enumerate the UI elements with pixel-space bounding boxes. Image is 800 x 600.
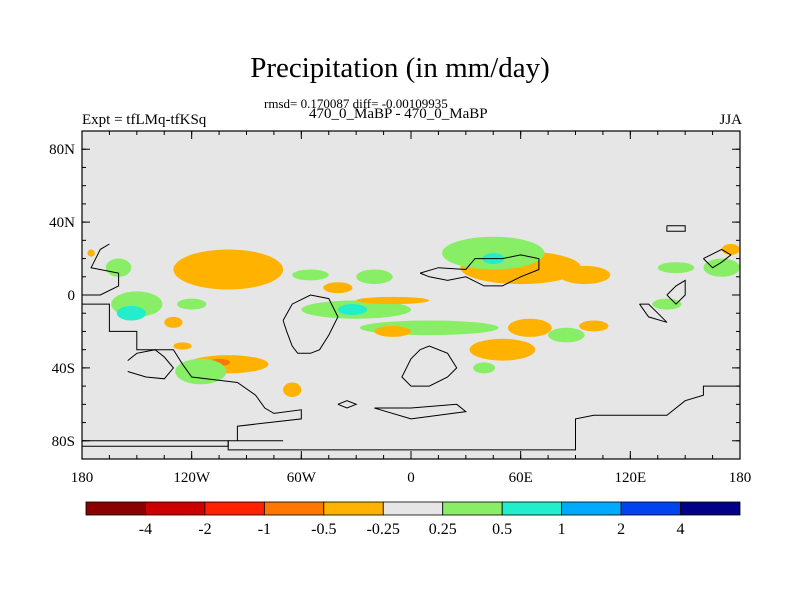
anomaly-region bbox=[164, 316, 183, 328]
colorbar-label: -4 bbox=[139, 521, 152, 538]
colorbar-swatch bbox=[442, 501, 503, 516]
chart-title: Precipitation (in mm/day) bbox=[250, 52, 550, 84]
anomaly-region bbox=[473, 362, 496, 374]
coastline bbox=[374, 403, 468, 420]
anomaly-region bbox=[323, 282, 353, 294]
anomaly-region bbox=[337, 304, 368, 316]
anomaly-region bbox=[356, 296, 430, 305]
colorbar-swatch bbox=[561, 501, 622, 516]
coastline bbox=[127, 349, 175, 380]
anomaly-region bbox=[579, 320, 609, 332]
anomaly-region bbox=[657, 262, 695, 274]
coastline bbox=[401, 345, 458, 387]
experiment-label: Expt = tfLMq-tfKSq bbox=[82, 112, 207, 128]
subtitle: 470_0_MaBP - 470_0_MaBP bbox=[309, 106, 488, 122]
coastline bbox=[639, 303, 668, 323]
y-tick-label: 80N bbox=[49, 142, 75, 158]
y-tick-label: 0 bbox=[68, 288, 76, 304]
anomaly-region bbox=[87, 249, 95, 257]
coastline-layer bbox=[82, 225, 740, 451]
coastline bbox=[82, 385, 740, 451]
y-tick-label: 40S bbox=[52, 361, 75, 377]
y-tick-label: 40N bbox=[49, 215, 75, 231]
colorbar-label: -0.25 bbox=[367, 521, 400, 538]
colorbar-label: -0.5 bbox=[311, 521, 336, 538]
colorbar-swatch bbox=[382, 501, 444, 516]
colorbar-label: -1 bbox=[258, 521, 271, 538]
colorbar-label: 2 bbox=[617, 521, 625, 538]
anomaly-region bbox=[374, 325, 411, 337]
x-tick-label: 180 bbox=[729, 470, 752, 486]
colorbar-swatch bbox=[620, 501, 681, 516]
x-tick-label: 60E bbox=[509, 470, 533, 486]
x-tick-label: 180 bbox=[71, 470, 94, 486]
colorbar-swatch bbox=[680, 501, 741, 516]
colorbar-label: -2 bbox=[198, 521, 211, 538]
coastline bbox=[666, 225, 686, 232]
anomaly-region bbox=[703, 258, 740, 277]
anomaly-region bbox=[652, 298, 682, 310]
anomaly-region bbox=[173, 249, 284, 290]
coastline bbox=[337, 400, 358, 409]
season-label: JJA bbox=[719, 112, 742, 128]
colorbar-swatch bbox=[85, 501, 146, 516]
coastline bbox=[282, 294, 339, 354]
stats-line: rmsd= 0.170087 diff= -0.00109935 bbox=[264, 96, 448, 111]
anomaly-region bbox=[356, 269, 393, 285]
y-tick-label: 80S bbox=[52, 434, 75, 450]
anomaly-region bbox=[292, 269, 329, 281]
colorbar-label: 0.5 bbox=[492, 521, 512, 538]
anomaly-region bbox=[559, 265, 611, 285]
coastline bbox=[666, 279, 686, 305]
x-tick-label: 60W bbox=[287, 470, 317, 486]
coastline bbox=[82, 303, 302, 447]
x-tick-label: 120E bbox=[614, 470, 646, 486]
anomaly-region bbox=[116, 305, 146, 321]
precip-anomaly-layer bbox=[87, 236, 740, 398]
colorbar-swatch bbox=[263, 501, 325, 516]
coastline bbox=[703, 248, 732, 269]
colorbar-swatch bbox=[145, 501, 206, 516]
anomaly-region bbox=[173, 342, 192, 350]
colorbar-swatch bbox=[204, 501, 265, 516]
axes: 180 120W 60W 0 60E 120E 180 80N 40N 0 40S 80S bbox=[49, 131, 751, 486]
anomaly-region bbox=[548, 327, 585, 343]
colorbar-swatch bbox=[323, 501, 384, 516]
anomaly-region bbox=[469, 338, 536, 361]
plot-background bbox=[82, 131, 740, 459]
colorbar-label: 0.25 bbox=[429, 521, 457, 538]
anomaly-region bbox=[721, 243, 740, 255]
anomaly-region bbox=[177, 298, 207, 310]
colorbar-label: 1 bbox=[558, 521, 566, 538]
anomaly-region bbox=[283, 382, 302, 398]
colorbar-label: 4 bbox=[677, 521, 685, 538]
anomaly-region bbox=[175, 358, 227, 385]
x-tick-label: 0 bbox=[407, 470, 415, 486]
anomaly-region bbox=[507, 318, 552, 337]
colorbar: -4 -2 -1 -0.5 -0.25 0.25 0.5 1 2 4 bbox=[85, 501, 741, 538]
x-tick-label: 120W bbox=[173, 470, 211, 486]
coastline bbox=[419, 254, 540, 287]
coastline bbox=[82, 243, 120, 296]
colorbar-swatch bbox=[501, 501, 563, 516]
